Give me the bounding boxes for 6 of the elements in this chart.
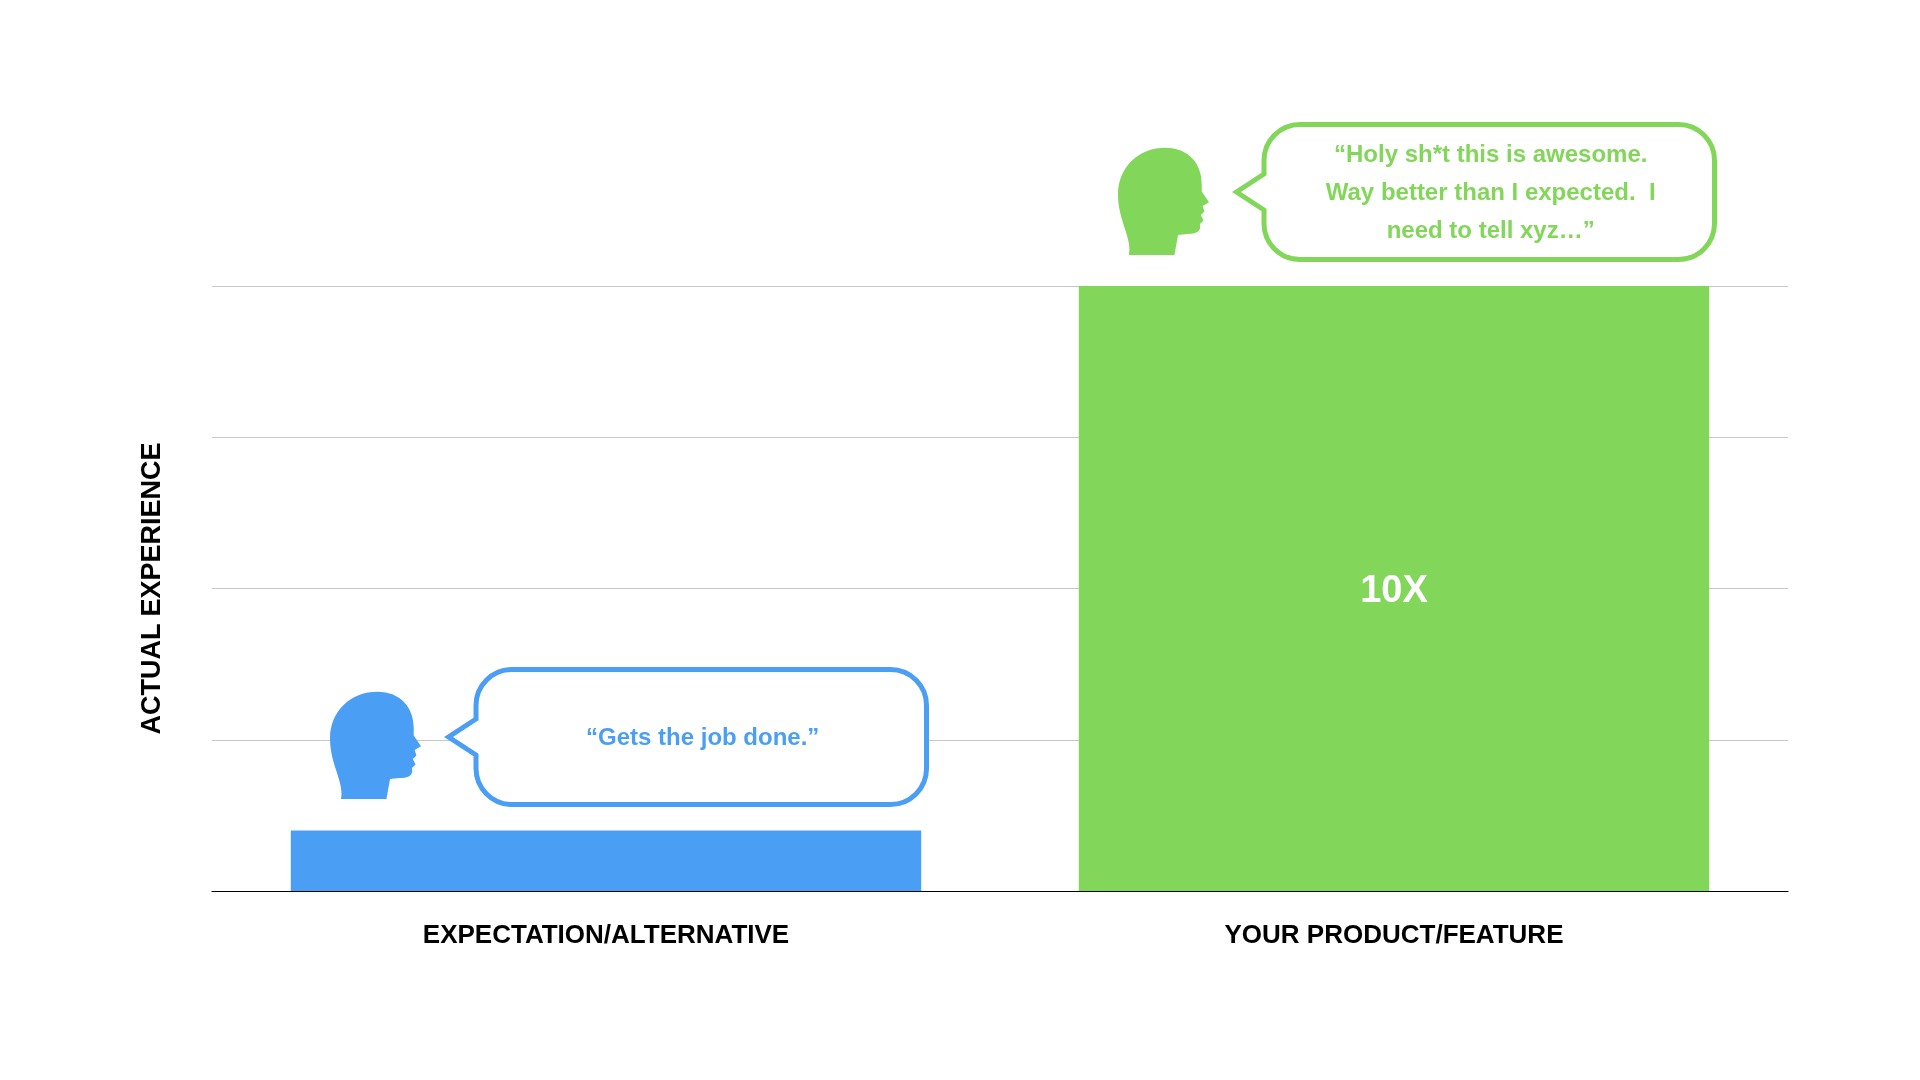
x-tick-label: YOUR PRODUCT/FEATURE bbox=[1224, 919, 1564, 949]
text: “Holy sh*t this is awesome. Way better than I expected. I need to tell xyz…” bbox=[1324, 139, 1657, 245]
annotation: “Gets the job done.” bbox=[586, 721, 820, 752]
y-axis-title: ACTUAL EXPERIENCE bbox=[135, 442, 166, 735]
x-tick-label: EXPECTATION/ALTERNATIVE bbox=[422, 919, 790, 949]
data-label: 10X bbox=[1360, 567, 1429, 610]
